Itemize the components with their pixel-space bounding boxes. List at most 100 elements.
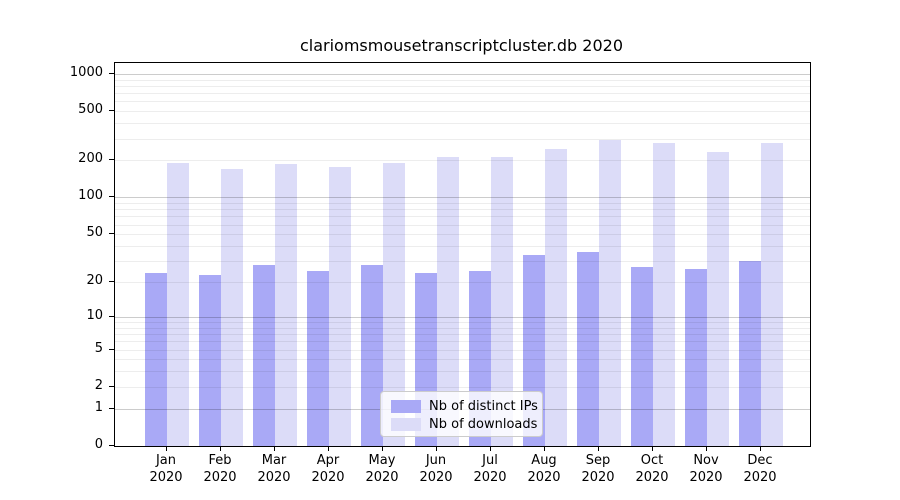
x-tick-oct bbox=[652, 446, 653, 451]
gridline-1000 bbox=[115, 73, 810, 75]
x-tick-may bbox=[382, 446, 383, 451]
gridline-50 bbox=[115, 234, 810, 236]
y-tick-50 bbox=[109, 233, 114, 235]
bar-downloads-nov bbox=[707, 151, 729, 446]
x-tick-label-apr: Apr 2020 bbox=[311, 453, 345, 485]
gridline-30 bbox=[115, 261, 810, 263]
bar-downloads-may bbox=[383, 163, 405, 446]
x-tick-nov bbox=[706, 446, 707, 451]
y-tick-1000 bbox=[109, 72, 114, 74]
bar-distinct-ips-oct bbox=[631, 266, 653, 446]
bar-distinct-ips-dec bbox=[739, 261, 761, 446]
x-tick-label-nov: Nov 2020 bbox=[689, 453, 723, 485]
bar-downloads-apr bbox=[329, 166, 351, 446]
y-tick-20 bbox=[109, 281, 114, 283]
x-tick-label-feb: Feb 2020 bbox=[203, 453, 237, 485]
y-tick-200 bbox=[109, 159, 114, 161]
gridline-900 bbox=[115, 79, 810, 81]
bar-downloads-mar bbox=[275, 164, 297, 446]
gridline-8 bbox=[115, 327, 810, 329]
gridline-4 bbox=[115, 359, 810, 361]
gridline-9 bbox=[115, 322, 810, 323]
gridline-800 bbox=[115, 85, 810, 87]
x-tick-label-sep: Sep 2020 bbox=[581, 453, 615, 485]
bar-downloads-jul bbox=[491, 156, 513, 446]
x-tick-label-jan: Jan 2020 bbox=[149, 453, 183, 485]
bar-distinct-ips-may bbox=[361, 264, 383, 446]
x-tick-mar bbox=[274, 446, 275, 451]
gridline-2 bbox=[115, 386, 810, 388]
gridline-300 bbox=[115, 138, 810, 140]
bar-downloads-jan bbox=[167, 163, 189, 446]
legend-label-downloads: Nb of downloads bbox=[429, 416, 538, 432]
gridline-90 bbox=[115, 203, 810, 205]
gridline-6 bbox=[115, 341, 810, 343]
gridline-600 bbox=[115, 101, 810, 103]
gridline-20 bbox=[115, 282, 810, 284]
gridline-3 bbox=[115, 371, 810, 373]
gridline-500 bbox=[115, 111, 810, 113]
y-tick-1 bbox=[109, 407, 114, 409]
y-tick-0 bbox=[109, 445, 114, 446]
y-tick-10 bbox=[109, 315, 114, 317]
bar-distinct-ips-apr bbox=[307, 270, 329, 446]
gridline-80 bbox=[115, 209, 810, 211]
y-tick-label-1: 1 bbox=[94, 399, 103, 415]
legend-row-downloads: Nb of downloads bbox=[381, 415, 542, 433]
gridline-70 bbox=[115, 216, 810, 218]
x-tick-aug bbox=[544, 446, 545, 451]
y-tick-label-2: 2 bbox=[94, 377, 103, 393]
grid-layer bbox=[115, 63, 810, 446]
y-tick-label-20: 20 bbox=[86, 273, 103, 289]
x-tick-apr bbox=[328, 446, 329, 451]
x-tick-dec bbox=[760, 446, 761, 451]
x-tick-label-may: May 2020 bbox=[365, 453, 399, 485]
gridline-700 bbox=[115, 93, 810, 95]
y-tick-100 bbox=[109, 196, 114, 198]
x-tick-label-oct: Oct 2020 bbox=[635, 453, 669, 485]
y-tick-label-50: 50 bbox=[86, 225, 103, 241]
bar-distinct-ips-jan bbox=[145, 272, 167, 446]
x-tick-jun bbox=[436, 446, 437, 451]
gridline-100 bbox=[115, 197, 810, 199]
bar-downloads-aug bbox=[545, 149, 567, 446]
x-tick-jul bbox=[490, 446, 491, 451]
gridline-200 bbox=[115, 160, 810, 162]
x-tick-sep bbox=[598, 446, 599, 451]
chart-title: clariomsmousetranscriptcluster.db 2020 bbox=[299, 36, 623, 55]
legend-swatch-downloads bbox=[391, 417, 421, 431]
bar-distinct-ips-nov bbox=[685, 268, 707, 446]
x-tick-label-aug: Aug 2020 bbox=[527, 453, 561, 485]
gridline-400 bbox=[115, 123, 810, 125]
y-tick-label-500: 500 bbox=[78, 102, 103, 118]
y-tick-500 bbox=[109, 110, 114, 112]
legend-swatch-distinct-ips bbox=[391, 399, 421, 413]
bar-distinct-ips-sep bbox=[577, 251, 599, 446]
gridline-5 bbox=[115, 349, 810, 351]
x-tick-label-jun: Jun 2020 bbox=[419, 453, 453, 485]
y-tick-label-0: 0 bbox=[94, 437, 103, 452]
gridline-7 bbox=[115, 334, 810, 336]
bar-distinct-ips-mar bbox=[253, 264, 275, 446]
y-tick-label-200: 200 bbox=[78, 151, 103, 167]
bar-distinct-ips-feb bbox=[199, 274, 221, 446]
y-tick-label-10: 10 bbox=[86, 307, 103, 323]
y-tick-label-5: 5 bbox=[94, 340, 103, 356]
x-tick-jan bbox=[166, 446, 167, 451]
gridline-40 bbox=[115, 246, 810, 247]
y-tick-label-100: 100 bbox=[78, 188, 103, 204]
bar-downloads-sep bbox=[599, 140, 621, 446]
bar-downloads-jun bbox=[437, 157, 459, 446]
bar-downloads-dec bbox=[761, 142, 783, 446]
bar-downloads-oct bbox=[653, 143, 675, 446]
x-tick-feb bbox=[220, 446, 221, 451]
gridline-10 bbox=[115, 316, 810, 318]
legend: Nb of distinct IPs Nb of downloads bbox=[380, 391, 543, 437]
legend-label-distinct-ips: Nb of distinct IPs bbox=[429, 398, 538, 414]
x-tick-label-mar: Mar 2020 bbox=[257, 453, 291, 485]
y-tick-label-1000: 1000 bbox=[69, 64, 103, 80]
legend-row-distinct-ips: Nb of distinct IPs bbox=[381, 397, 542, 415]
y-tick-2 bbox=[109, 385, 114, 387]
gridline-60 bbox=[115, 224, 810, 226]
